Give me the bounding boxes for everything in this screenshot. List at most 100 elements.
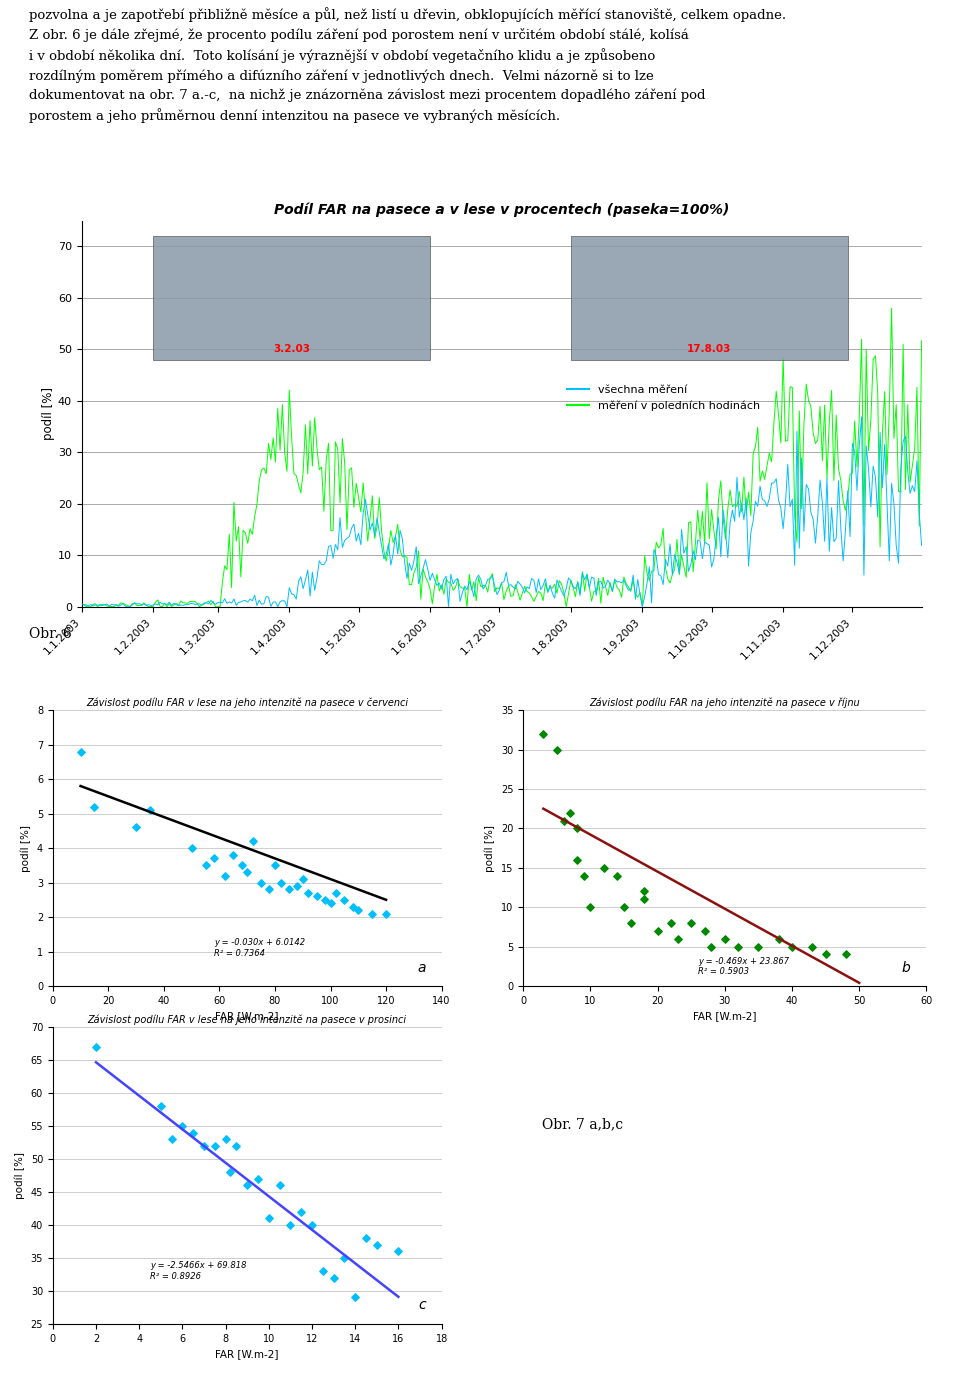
Point xyxy=(222,1161,237,1183)
Point xyxy=(616,896,632,918)
Point xyxy=(73,741,88,763)
Point xyxy=(350,899,366,921)
Point xyxy=(196,1135,211,1157)
Bar xyxy=(571,236,848,360)
Point xyxy=(142,800,157,822)
Point xyxy=(267,854,282,877)
Point xyxy=(325,1267,342,1289)
Point xyxy=(838,943,853,965)
Point xyxy=(663,912,679,934)
Point xyxy=(704,935,719,957)
Point xyxy=(804,935,820,957)
Point xyxy=(175,1116,190,1138)
Point xyxy=(670,928,685,950)
Point xyxy=(315,1260,330,1282)
Point xyxy=(184,837,200,859)
Point xyxy=(304,1214,320,1236)
Point xyxy=(697,920,712,942)
Point xyxy=(294,1201,309,1223)
Point xyxy=(365,903,380,925)
Point xyxy=(86,796,102,818)
Text: c: c xyxy=(419,1298,426,1311)
Point xyxy=(290,876,305,898)
Point xyxy=(751,935,766,957)
Point xyxy=(378,903,394,925)
Title: Závislost podílu FAR na jeho intenzitě na pasece v říjnu: Závislost podílu FAR na jeho intenzitě n… xyxy=(589,698,860,707)
Text: pozvolna a je zapotřebí přibližně měsíce a půl, než listí u dřevin, obklopujícíc: pozvolna a je zapotřebí přibližně měsíce… xyxy=(29,7,786,123)
Text: Obr. 6: Obr. 6 xyxy=(29,627,72,641)
Text: y = -0.030x + 6.0142
R² = 0.7364: y = -0.030x + 6.0142 R² = 0.7364 xyxy=(214,938,305,958)
Point xyxy=(337,1247,352,1269)
Text: 17.8.03: 17.8.03 xyxy=(687,343,732,354)
Point xyxy=(218,1128,233,1150)
Point xyxy=(731,935,746,957)
Point xyxy=(549,739,564,761)
Point xyxy=(563,801,578,823)
Point xyxy=(282,1214,298,1236)
Point xyxy=(337,889,352,912)
Point xyxy=(348,1287,363,1309)
Point xyxy=(650,920,665,942)
Bar xyxy=(154,236,430,360)
Point xyxy=(234,854,250,877)
Point xyxy=(261,1208,276,1230)
Point xyxy=(251,1168,266,1190)
Point xyxy=(262,878,277,900)
Point xyxy=(576,865,591,887)
Text: y = -0.469x + 23.867
R² = 0.5903: y = -0.469x + 23.867 R² = 0.5903 xyxy=(698,957,789,976)
Text: b: b xyxy=(901,961,910,975)
Point xyxy=(583,896,598,918)
Y-axis label: podíl [%]: podíl [%] xyxy=(21,825,32,872)
Point xyxy=(717,928,732,950)
Text: y = -2.5466x + 69.818
R² = 0.8926: y = -2.5466x + 69.818 R² = 0.8926 xyxy=(150,1262,247,1281)
Point xyxy=(253,872,269,894)
Point xyxy=(358,1227,373,1249)
Point xyxy=(636,888,652,910)
Text: Obr. 7 a,b,c: Obr. 7 a,b,c xyxy=(542,1117,624,1131)
Point xyxy=(272,1175,287,1197)
Point xyxy=(636,880,652,902)
Point xyxy=(217,865,232,887)
X-axis label: FAR [W.m-2]: FAR [W.m-2] xyxy=(215,1011,279,1022)
Point xyxy=(295,869,310,891)
Point xyxy=(88,1036,104,1058)
Point xyxy=(164,1128,180,1150)
X-axis label: FAR [W.m-2]: FAR [W.m-2] xyxy=(693,1011,756,1022)
Point xyxy=(226,844,241,866)
Y-axis label: podíl [%]: podíl [%] xyxy=(42,387,55,440)
Y-axis label: podíl [%]: podíl [%] xyxy=(14,1151,25,1200)
X-axis label: FAR [W.m-2]: FAR [W.m-2] xyxy=(215,1349,279,1360)
Title: Závislost podílu FAR v lese na jeho intenzitě na pasece v prosinci: Závislost podílu FAR v lese na jeho inte… xyxy=(87,1015,407,1025)
Point xyxy=(569,849,585,872)
Point xyxy=(309,885,324,907)
Point xyxy=(245,830,260,852)
Point xyxy=(328,883,344,905)
Point xyxy=(391,1240,406,1262)
Point xyxy=(323,892,338,914)
Title: Podíl FAR na pasece a v lese v procentech (paseka=100%): Podíl FAR na pasece a v lese v procentec… xyxy=(274,203,730,217)
Text: 3.2.03: 3.2.03 xyxy=(273,343,310,354)
Point xyxy=(556,809,571,832)
Point xyxy=(596,856,612,878)
Legend: všechna měření, měření v poledních hodinách: všechna měření, měření v poledních hodin… xyxy=(563,381,765,415)
Point xyxy=(300,883,316,905)
Point xyxy=(610,865,625,887)
Point xyxy=(207,1135,223,1157)
Point xyxy=(623,912,638,934)
Point xyxy=(281,878,297,900)
Point xyxy=(345,896,360,918)
Point xyxy=(228,1135,244,1157)
Point xyxy=(569,818,585,840)
Point xyxy=(206,847,222,870)
Point xyxy=(536,723,551,745)
Point xyxy=(273,872,288,894)
Point xyxy=(684,912,699,934)
Title: Závislost podílu FAR v lese na jeho intenzitě na pasece v červenci: Závislost podílu FAR v lese na jeho inte… xyxy=(86,698,408,707)
Point xyxy=(129,816,144,838)
Point xyxy=(771,928,786,950)
Point xyxy=(784,935,800,957)
Point xyxy=(240,1175,255,1197)
Point xyxy=(369,1234,384,1256)
Point xyxy=(198,854,213,877)
Point xyxy=(185,1121,201,1143)
